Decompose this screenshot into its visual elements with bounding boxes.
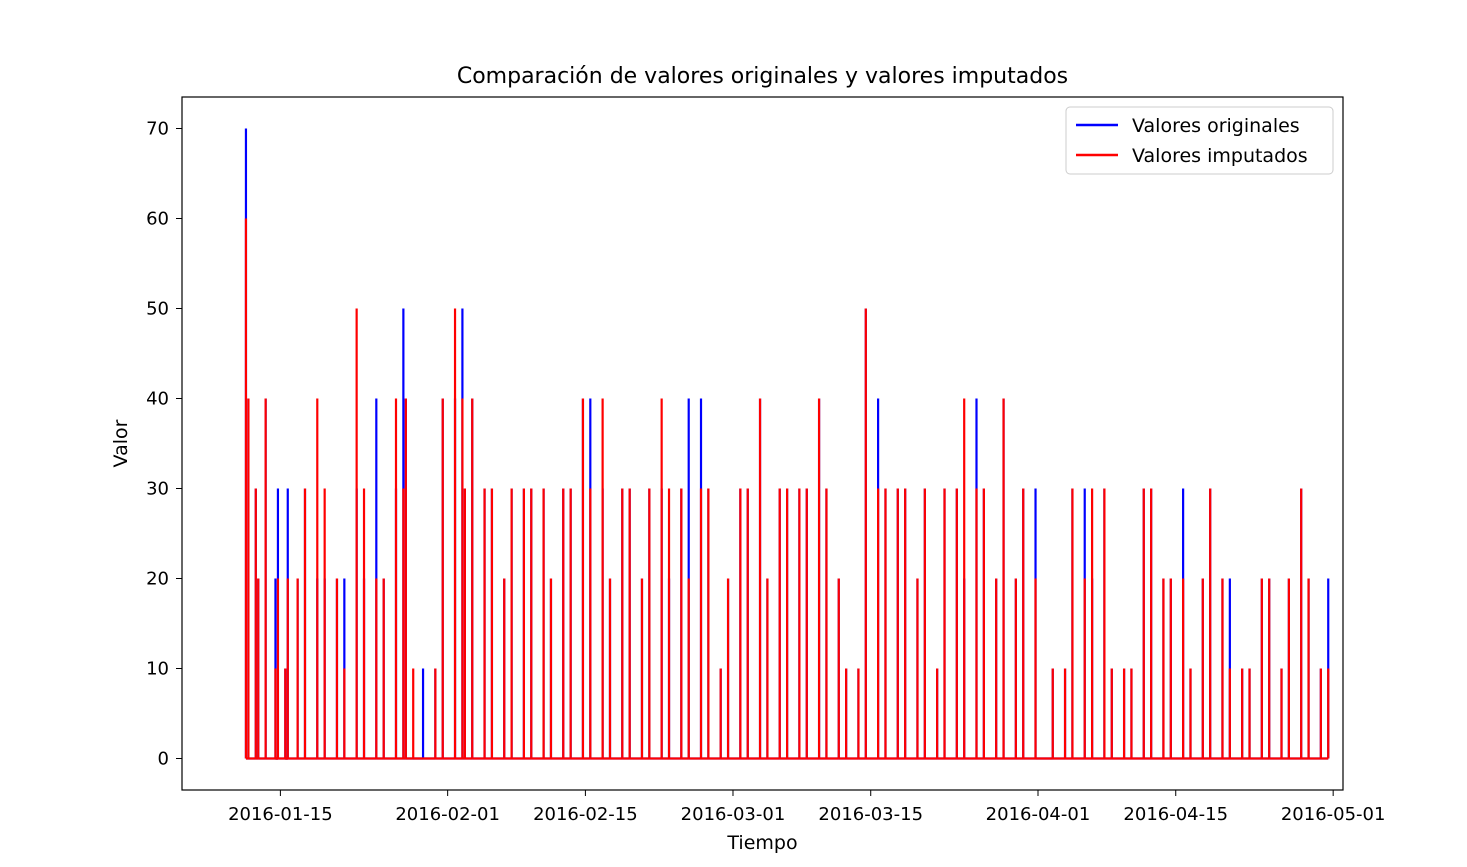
x-tick-label: 2016-02-15 — [533, 804, 638, 825]
y-axis-label: Valor — [110, 419, 132, 467]
x-tick-label: 2016-04-01 — [986, 804, 1091, 825]
y-tick-label: 20 — [146, 569, 169, 590]
x-tick-label: 2016-04-15 — [1123, 804, 1228, 825]
y-tick-label: 40 — [146, 389, 169, 410]
y-axis: 0 10 20 30 40 50 60 70 — [146, 119, 182, 770]
y-tick-label: 50 — [146, 299, 169, 320]
chart-title: Comparación de valores originales y valo… — [457, 64, 1068, 89]
x-tick-label: 2016-03-01 — [681, 804, 786, 825]
y-tick-label: 70 — [146, 119, 169, 140]
plot-frame — [181, 96, 1344, 791]
series-2 — [244, 218, 1330, 760]
x-tick-label: 2016-01-15 — [228, 804, 333, 825]
series-layer — [244, 128, 1330, 760]
y-tick-label: 0 — [158, 749, 169, 770]
y-tick-label: 30 — [146, 479, 169, 500]
y-tick-label: 60 — [146, 209, 169, 230]
x-axis-label: Tiempo — [726, 832, 797, 854]
x-tick-label: 2016-05-01 — [1281, 804, 1386, 825]
legend: Valores originales Valores imputados — [1065, 106, 1334, 175]
legend-box — [1065, 106, 1334, 175]
y-tick-label: 10 — [146, 659, 169, 680]
x-axis: 2016-01-15 2016-02-01 2016-02-15 2016-03-01… — [228, 790, 1385, 825]
legend-label: Valores imputados — [1132, 145, 1308, 167]
legend-label: Valores originales — [1132, 115, 1300, 137]
x-tick-label: 2016-03-15 — [818, 804, 923, 825]
x-tick-label: 2016-02-01 — [395, 804, 500, 825]
